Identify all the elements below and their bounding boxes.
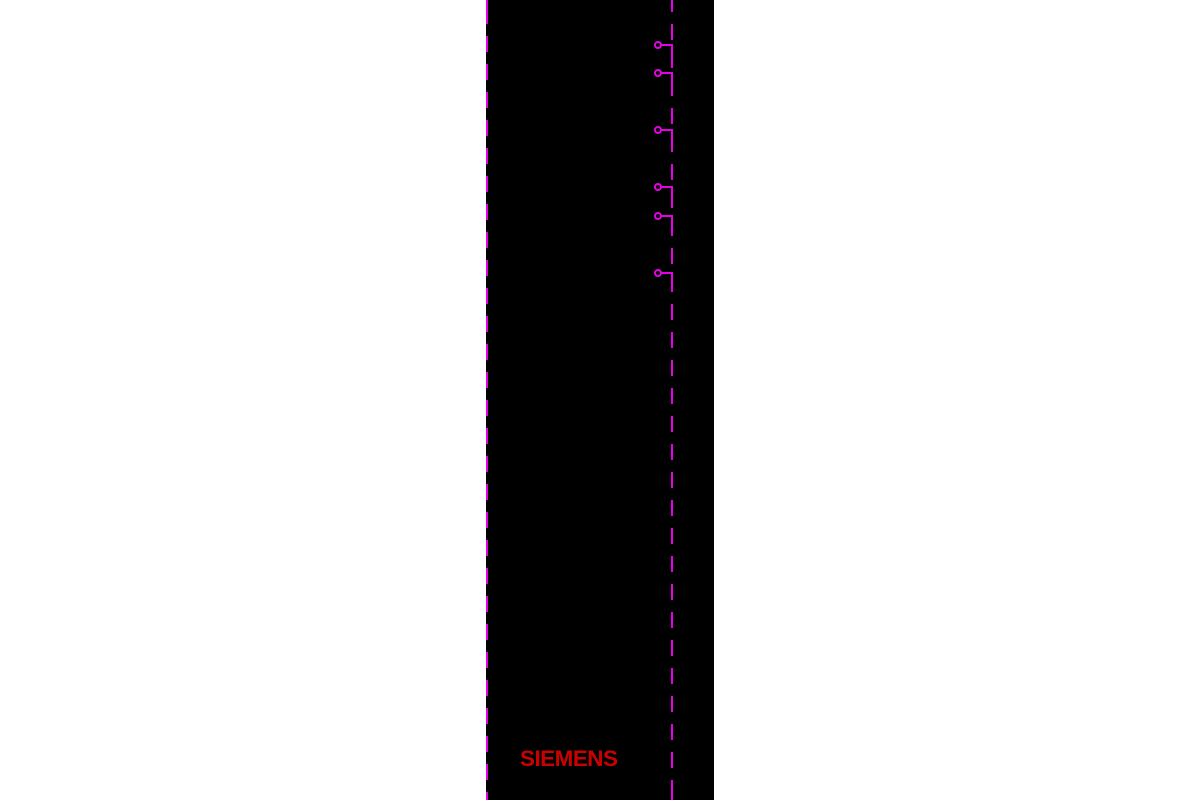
- left-dashed-wire: [486, 0, 488, 800]
- terminal-connector-icon: [654, 182, 674, 194]
- schematic-panel: SIEMENS: [486, 0, 714, 800]
- siemens-logo: SIEMENS: [520, 746, 618, 771]
- right-dashed-wire: [671, 0, 673, 800]
- terminal-connector-icon: [654, 211, 674, 223]
- terminal-connector-icon: [654, 40, 674, 52]
- terminal-connector-icon: [654, 268, 674, 280]
- terminal-connector-icon: [654, 68, 674, 80]
- terminal-connector-icon: [654, 125, 674, 137]
